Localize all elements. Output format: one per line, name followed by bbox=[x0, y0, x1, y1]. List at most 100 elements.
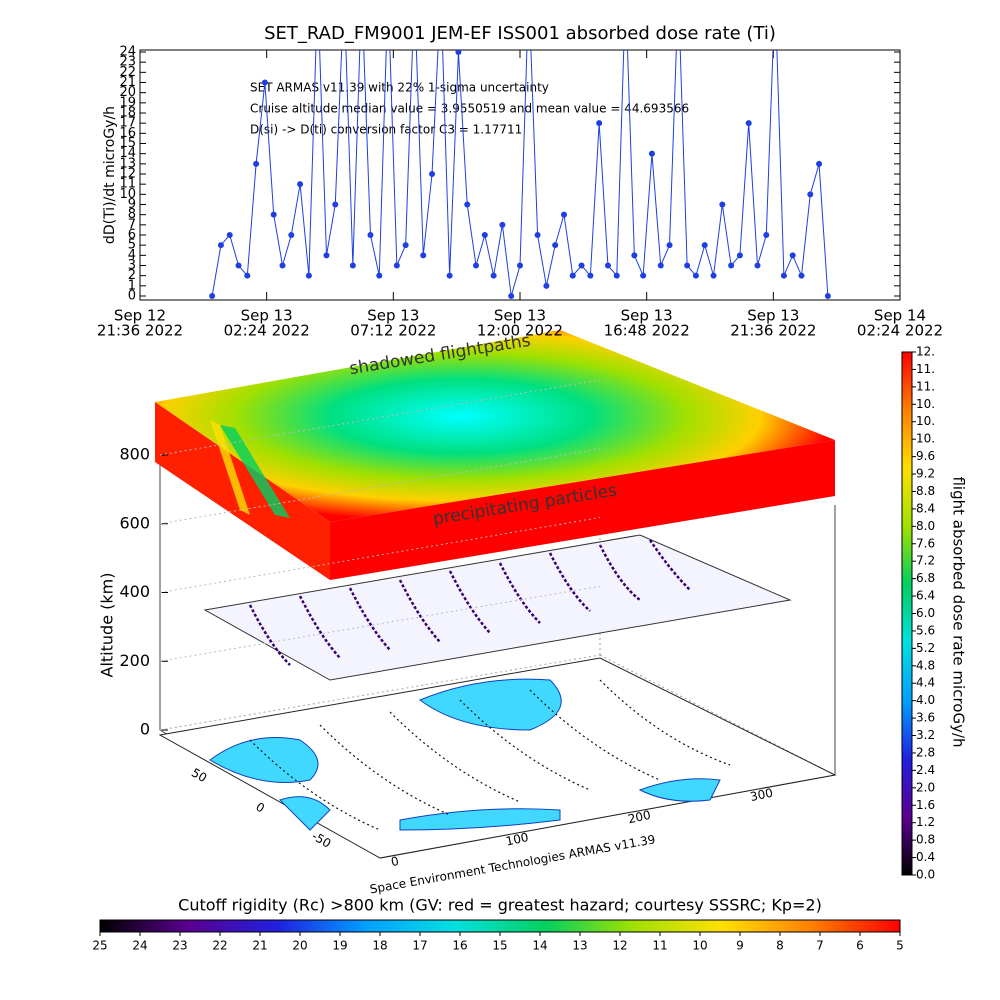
colorbar-tick-label: 7 bbox=[816, 939, 824, 953]
colorbar-tick-label: 14 bbox=[532, 939, 547, 953]
y-tick-label: 9 bbox=[128, 197, 136, 212]
colorbar-tick-label: 4.8 bbox=[916, 658, 935, 672]
data-point bbox=[393, 262, 400, 269]
colorbar-tick-label: 7.2 bbox=[916, 554, 935, 568]
colorbar-tick-label: 6.4 bbox=[916, 589, 935, 603]
y-tick-label: 17 bbox=[119, 116, 136, 131]
data-point bbox=[402, 242, 409, 249]
colorbar-tick-label: 3.6 bbox=[916, 711, 935, 725]
x-tick-label: Sep 13 bbox=[621, 307, 673, 325]
colorbar-tick-label: 9.6 bbox=[916, 449, 935, 463]
x-tick-label: 02:24 2022 bbox=[857, 322, 943, 340]
x-tick-label: 16:48 2022 bbox=[604, 322, 690, 340]
data-point bbox=[297, 181, 304, 188]
data-point bbox=[684, 262, 691, 269]
data-point bbox=[569, 272, 576, 279]
y-tick-label: 5 bbox=[128, 238, 136, 253]
data-point bbox=[640, 272, 647, 279]
colorbar-tick-label: 3.2 bbox=[916, 728, 935, 742]
y-tick-label: 0 bbox=[128, 289, 136, 304]
lon-tick-label: 0 bbox=[390, 854, 400, 869]
grid-line bbox=[159, 517, 601, 593]
data-point bbox=[763, 232, 770, 238]
slab-side bbox=[155, 402, 330, 580]
map-land bbox=[209, 678, 721, 831]
y-tick-label: 1 bbox=[128, 278, 136, 293]
colorbar-tick-label: 6.0 bbox=[916, 606, 935, 620]
x-tick-label: 02:24 2022 bbox=[224, 322, 310, 340]
data-point bbox=[376, 272, 383, 279]
colorbar-tick-label: 9 bbox=[736, 939, 744, 953]
x-tick-label: 21:36 2022 bbox=[97, 322, 183, 340]
y-tick-label: 22 bbox=[119, 65, 136, 80]
lon-tick-label: 100 bbox=[504, 830, 529, 848]
y-tick-label: 8 bbox=[128, 207, 136, 222]
colorbar bbox=[99, 919, 901, 933]
lat-tick-label: 50 bbox=[189, 765, 209, 785]
annotation: D(si) -> D(ti) conversion factor C3 = 1.… bbox=[250, 123, 522, 137]
data-point bbox=[631, 252, 638, 259]
z-tick-label: 600 bbox=[119, 513, 150, 532]
data-point bbox=[754, 262, 761, 269]
y-tick-label: 12 bbox=[119, 167, 136, 182]
colorbar-tick-label: 25 bbox=[92, 939, 107, 953]
data-point bbox=[235, 262, 242, 269]
colorbar-tick-label: 10. bbox=[916, 432, 935, 446]
data-point bbox=[332, 201, 339, 208]
z-tick-label: 800 bbox=[119, 445, 150, 464]
data-point bbox=[270, 211, 277, 218]
data-point bbox=[446, 272, 453, 279]
y-tick-label: 21 bbox=[119, 75, 136, 90]
y-tick-label: 23 bbox=[119, 55, 136, 70]
colorbar-tick-label: 4.0 bbox=[916, 693, 935, 707]
annotation: Cruise altitude median value = 3.9550519… bbox=[250, 102, 689, 116]
colorbar-tick-label: 13 bbox=[572, 939, 587, 953]
data-point bbox=[728, 262, 735, 269]
colorbar-tick-label: 6 bbox=[856, 939, 864, 953]
data-point bbox=[244, 272, 251, 279]
y-tick-label: 24 bbox=[119, 45, 136, 60]
data-point bbox=[367, 232, 374, 238]
colorbar-tick-label: 12. bbox=[916, 345, 935, 359]
colorbar-label: flight absorbed dose rate microGy/h bbox=[950, 476, 968, 747]
data-point bbox=[481, 232, 488, 238]
x-tick-label: 12:00 2022 bbox=[477, 322, 563, 340]
y-tick-label: 18 bbox=[119, 106, 136, 121]
colorbar-tick-label: 5 bbox=[896, 939, 904, 953]
y-tick-label: 16 bbox=[119, 126, 136, 141]
data-point bbox=[217, 242, 224, 249]
y-tick-label: 15 bbox=[119, 136, 136, 151]
annotation: SET ARMAS v11.39 with 22% 1-sigma uncert… bbox=[250, 81, 549, 95]
chart-title: SET_RAD_FM9001 JEM-EF ISS001 absorbed do… bbox=[264, 23, 776, 44]
data-point bbox=[543, 282, 550, 289]
colorbar-tick-label: 5.6 bbox=[916, 623, 935, 637]
data-point bbox=[209, 293, 216, 299]
x-tick-label: Sep 14 bbox=[874, 307, 926, 325]
data-point bbox=[499, 221, 506, 228]
y-tick-label: 19 bbox=[119, 95, 136, 110]
x-tick-label: Sep 13 bbox=[241, 307, 293, 325]
z-tick-label: 200 bbox=[119, 651, 150, 670]
slab-stripe bbox=[210, 420, 250, 515]
data-point bbox=[552, 242, 559, 249]
data-point bbox=[490, 272, 497, 279]
colorbar-tick-label: 11 bbox=[652, 939, 667, 953]
slab-front bbox=[330, 440, 835, 580]
colorbar-tick-label: 0.4 bbox=[916, 850, 935, 864]
y-tick-label: 13 bbox=[119, 156, 136, 171]
colorbar-tick-label: 9.2 bbox=[916, 467, 935, 481]
data-point bbox=[323, 252, 330, 259]
data-point bbox=[648, 150, 655, 157]
y-tick-label: 6 bbox=[128, 228, 136, 243]
data-point bbox=[798, 272, 805, 279]
colorbar-tick-label: 0.8 bbox=[916, 833, 935, 847]
colorbar-tick-label: 18 bbox=[372, 939, 387, 953]
data-point bbox=[710, 272, 717, 279]
data-point bbox=[305, 272, 312, 279]
colorbar-tick-label: 20 bbox=[292, 939, 307, 953]
flightpath-surface bbox=[203, 534, 792, 681]
data-point bbox=[613, 272, 620, 279]
flightpath-tracks bbox=[248, 539, 691, 666]
x-tick-label: Sep 13 bbox=[494, 307, 546, 325]
data-point bbox=[578, 262, 585, 269]
